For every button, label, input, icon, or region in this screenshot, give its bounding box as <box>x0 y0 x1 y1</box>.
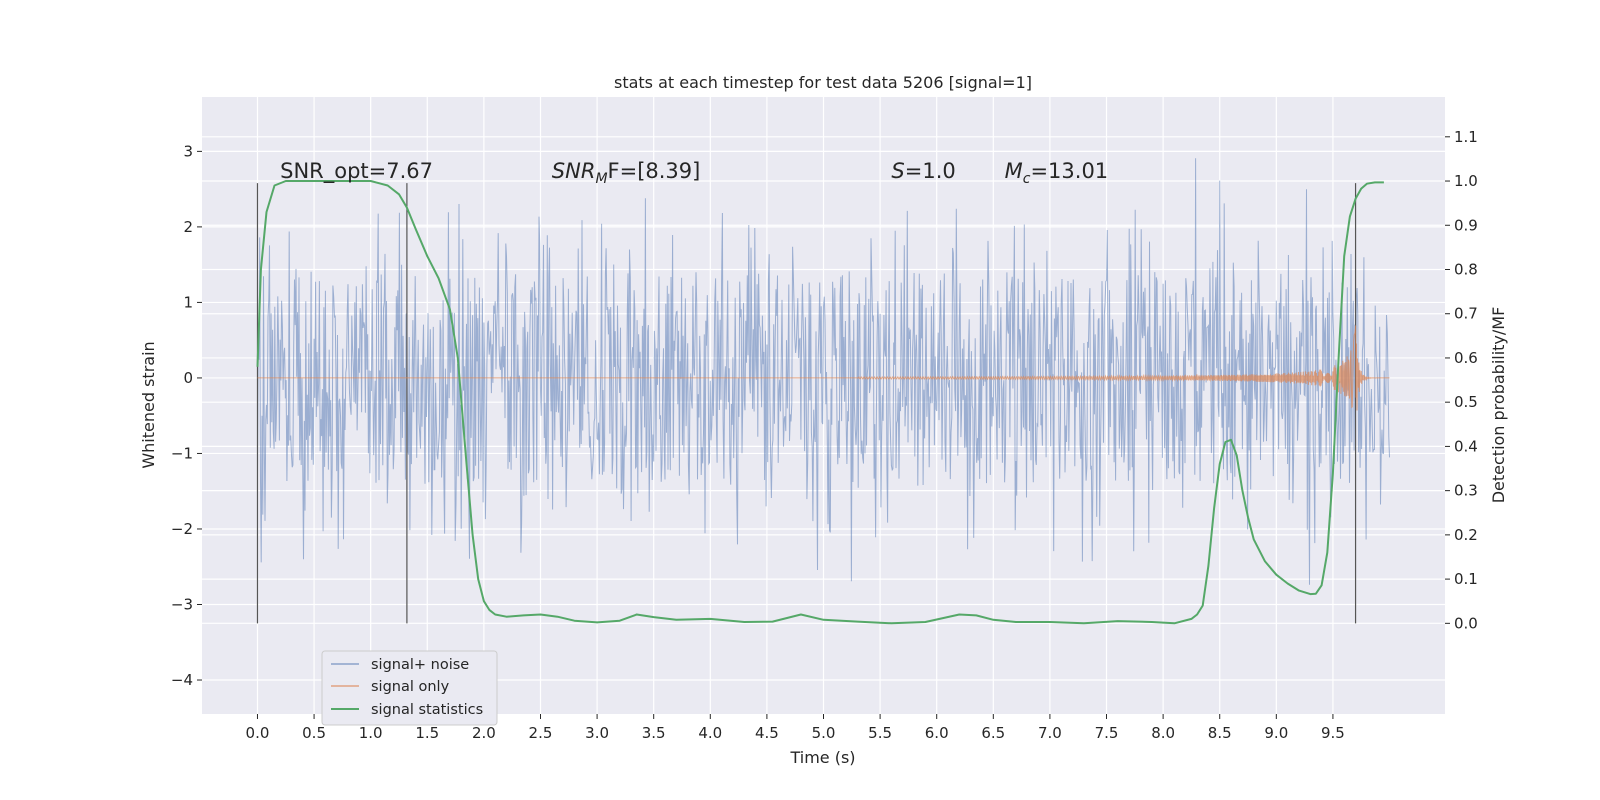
y2-tick-label-2: 0.2 <box>1454 526 1478 544</box>
legend-label-signal-only: signal only <box>371 679 450 695</box>
x-tick-label-5: 2.5 <box>529 724 553 742</box>
y-tick-label-2: −2 <box>171 520 193 538</box>
x-tick-label-1: 0.5 <box>302 724 326 742</box>
y-tick-label-5: 1 <box>183 293 193 311</box>
y2-tick-label-6: 0.6 <box>1454 349 1478 367</box>
x-tick-label-18: 9.0 <box>1264 724 1288 742</box>
y-tick-label-1: −3 <box>171 595 193 613</box>
legend: signal+ noise signal only signal statist… <box>321 650 498 726</box>
x-tick-label-15: 7.5 <box>1095 724 1119 742</box>
x-tick-label-7: 3.5 <box>642 724 666 742</box>
annotation-3: Mc=13.01 <box>1005 159 1109 187</box>
y2-tick-label-9: 0.9 <box>1454 216 1478 234</box>
x-tick-label-2: 1.0 <box>359 724 383 742</box>
line-signal-statistics <box>256 180 1384 625</box>
annotations: SNR_opt=7.67 SNRMF=[8.39] S=1.0 Mc=13.01 <box>280 159 1108 187</box>
y2-tick-label-8: 0.8 <box>1454 260 1478 278</box>
y2-tick-label-11: 1.1 <box>1454 128 1478 146</box>
y2-tick-label-10: 1.0 <box>1454 172 1478 190</box>
x-tick-label-17: 8.5 <box>1208 724 1232 742</box>
y-tick-label-6: 2 <box>183 218 193 236</box>
x-axis-label: Time (s) <box>789 748 855 767</box>
annotation-1: SNRMF=[8.39] <box>552 159 701 187</box>
chart-title: stats at each timestep for test data 520… <box>614 73 1032 92</box>
y-tick-labels: −4 −3 −2 −1 0 1 2 3 <box>171 142 202 689</box>
x-tick-label-13: 6.5 <box>981 724 1005 742</box>
x-tick-label-16: 8.0 <box>1151 724 1175 742</box>
x-tick-label-11: 5.5 <box>868 724 892 742</box>
series-signal-statistics <box>256 180 1384 625</box>
y2-tick-label-3: 0.3 <box>1454 482 1478 500</box>
annotation-0: SNR_opt=7.67 <box>280 159 433 184</box>
y2-tick-label-5: 0.5 <box>1454 393 1478 411</box>
legend-label-signal-noise: signal+ noise <box>371 657 469 673</box>
y-tick-label-3: −1 <box>171 444 193 462</box>
x-tick-label-19: 9.5 <box>1321 724 1345 742</box>
series-signal-only <box>257 325 1390 411</box>
vertical-markers <box>256 183 1357 624</box>
x-tick-label-4: 2.0 <box>472 724 496 742</box>
x-tick-labels: 0.0 0.5 1.0 1.5 2.0 2.5 3.0 3.5 4.0 4.5 5.0 5.5 6.0 6… <box>246 714 1345 742</box>
x-tick-label-6: 3.0 <box>585 724 609 742</box>
line-signal-noise <box>257 158 1390 585</box>
series-signal-noise <box>257 158 1390 585</box>
annotation-2: S=1.0 <box>891 159 955 183</box>
y2-tick-label-4: 0.4 <box>1454 437 1478 455</box>
x-tick-label-8: 4.0 <box>698 724 722 742</box>
x-tick-label-14: 7.0 <box>1038 724 1062 742</box>
y-axis-label: Whitened strain <box>139 341 158 468</box>
y-tick-label-7: 3 <box>183 142 193 160</box>
y2-tick-label-7: 0.7 <box>1454 305 1478 323</box>
line-signal-only <box>257 325 1390 411</box>
y2-tick-label-1: 0.1 <box>1454 570 1478 588</box>
y2-tick-label-0: 0.0 <box>1454 614 1478 632</box>
legend-label-signal-statistics: signal statistics <box>371 702 483 718</box>
y-tick-label-0: −4 <box>171 671 193 689</box>
x-tick-label-10: 5.0 <box>812 724 836 742</box>
x-tick-label-0: 0.0 <box>246 724 270 742</box>
x-tick-label-3: 1.5 <box>415 724 439 742</box>
legend-box <box>321 650 498 726</box>
y2-tick-labels: 0.0 0.1 0.2 0.3 0.4 0.5 0.6 0.7 0.8 0.9 1.0 1.1 <box>1445 128 1478 632</box>
y-tick-label-4: 0 <box>183 369 193 387</box>
y2-axis-label: Detection probability/MF <box>1489 307 1508 504</box>
x-tick-label-12: 6.0 <box>925 724 949 742</box>
x-tick-label-9: 4.5 <box>755 724 779 742</box>
